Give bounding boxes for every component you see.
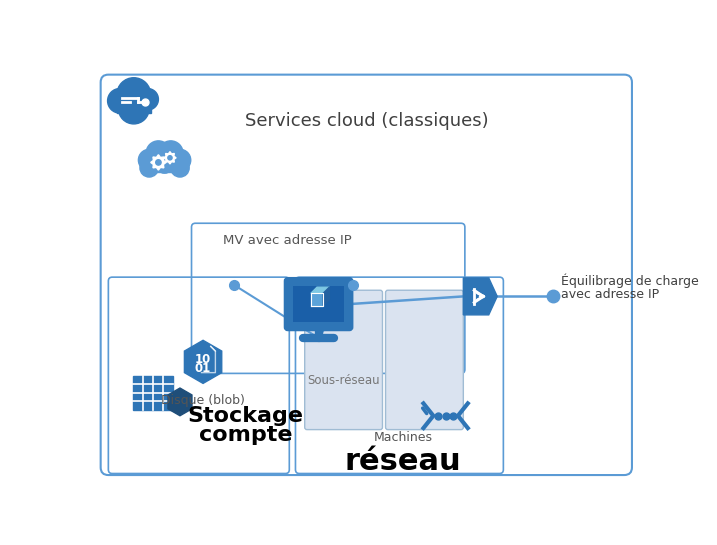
FancyBboxPatch shape [305, 290, 382, 429]
Text: compte: compte [199, 425, 292, 445]
Circle shape [140, 159, 158, 177]
Text: réseau: réseau [345, 447, 462, 476]
Polygon shape [163, 152, 176, 164]
Circle shape [146, 141, 171, 166]
Circle shape [158, 141, 183, 166]
Circle shape [118, 93, 149, 124]
Polygon shape [184, 340, 222, 384]
Circle shape [137, 88, 158, 110]
Text: Stockage: Stockage [187, 405, 303, 426]
FancyBboxPatch shape [285, 278, 351, 330]
Circle shape [169, 149, 191, 171]
Circle shape [138, 149, 160, 171]
Polygon shape [311, 293, 323, 306]
Text: Disque (blob): Disque (blob) [161, 394, 245, 407]
Text: avec adresse IP: avec adresse IP [561, 288, 659, 301]
Circle shape [168, 156, 172, 160]
Circle shape [156, 160, 161, 165]
Text: 01: 01 [195, 362, 212, 376]
Bar [133, 376, 173, 410]
Circle shape [117, 78, 151, 112]
Bar [293, 286, 344, 322]
Text: MV avec adresse IP: MV avec adresse IP [223, 234, 351, 247]
Text: 10: 10 [195, 353, 212, 366]
Bar [117, 101, 151, 113]
Polygon shape [168, 388, 192, 416]
FancyBboxPatch shape [100, 75, 632, 475]
Bar [148, 161, 181, 172]
Text: Services cloud (classiques): Services cloud (classiques) [245, 112, 489, 130]
Polygon shape [311, 287, 329, 293]
Polygon shape [151, 155, 166, 170]
Text: Machines: Machines [374, 431, 433, 444]
Polygon shape [463, 278, 497, 315]
Circle shape [171, 159, 189, 177]
Text: Sous-réseau: Sous-réseau [308, 374, 380, 386]
Text: Équilibrage de charge: Équilibrage de charge [561, 274, 699, 288]
Circle shape [108, 88, 132, 113]
FancyBboxPatch shape [386, 290, 463, 429]
Circle shape [156, 155, 174, 173]
Polygon shape [323, 287, 329, 306]
